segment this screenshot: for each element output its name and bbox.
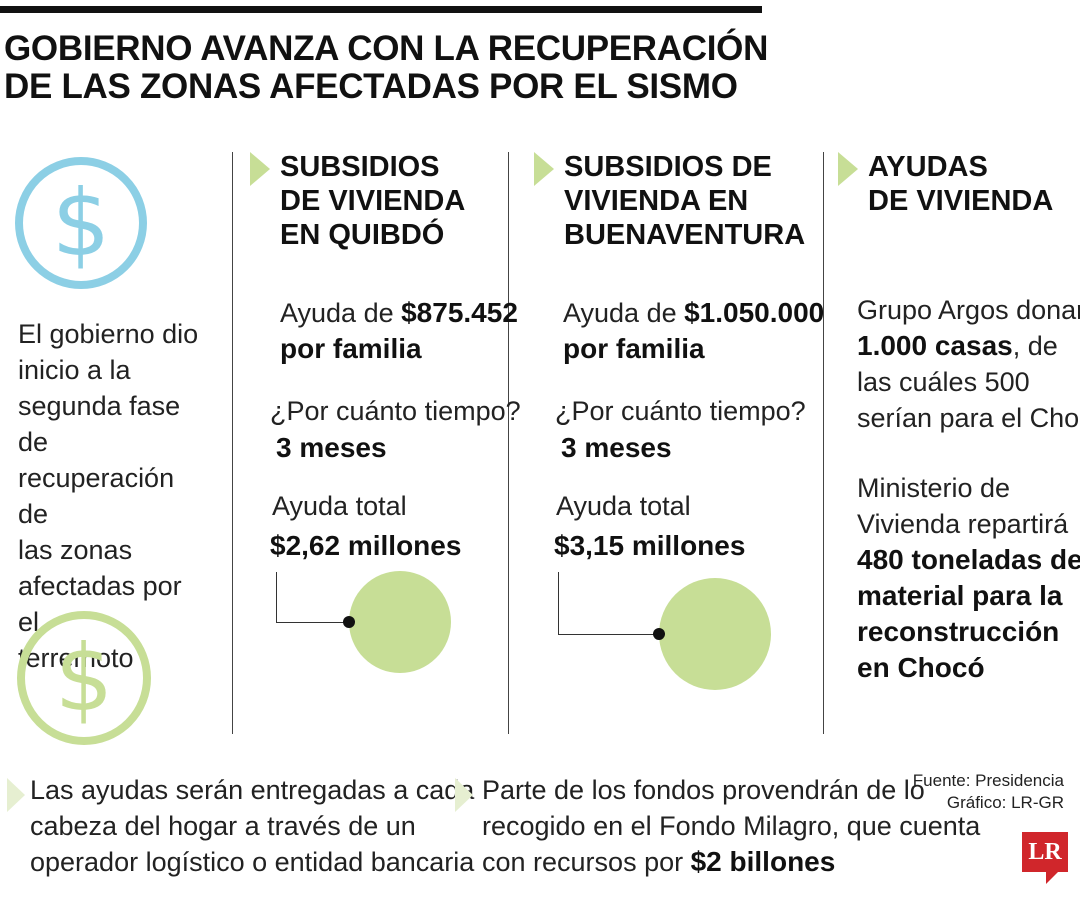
ministerio-bold-line: material para la xyxy=(857,580,1063,611)
intro-line: afectadas por el xyxy=(18,571,182,637)
page-title: GOBIERNO AVANZA CON LA RECUPERACIÓN DE L… xyxy=(4,30,768,106)
section-buenaventura-header: SUBSIDIOS DE VIVIENDA EN BUENAVENTURA xyxy=(534,150,805,252)
aid-amount: $875.452 xyxy=(401,297,518,328)
aid-amount: $1.050.000 xyxy=(684,297,825,328)
source-line: Fuente: Presidencia xyxy=(912,771,1064,790)
dollar-coin-icon: $ xyxy=(17,611,151,745)
quibdo-time-answer: 3 meses xyxy=(276,432,387,463)
leader-dot xyxy=(342,616,355,628)
argos-line: serían para el Chocó xyxy=(857,403,1080,433)
heading-line: DE VIVIENDA xyxy=(868,185,1054,217)
note-line: operador logístico o entidad bancaria xyxy=(30,847,475,877)
column-divider xyxy=(823,152,824,734)
argos-line: 1.000 casas, de xyxy=(857,328,1080,364)
note-line: Las ayudas serán entregadas a cada xyxy=(30,775,475,805)
title-line-1: GOBIERNO AVANZA CON LA RECUPERACIÓN xyxy=(4,29,769,68)
buenaventura-aid-suffix: por familia xyxy=(563,333,705,364)
argos-line: las cuáles 500 xyxy=(857,367,1030,397)
section-ayudas-header: AYUDAS DE VIVIENDA xyxy=(838,150,1053,218)
intro-line: segunda fase de xyxy=(18,391,181,457)
graphic-credit-line: Gráfico: LR-GR xyxy=(946,793,1064,812)
buenaventura-time-answer: 3 meses xyxy=(561,432,672,463)
column-divider xyxy=(508,152,509,734)
argos-houses: 1.000 casas xyxy=(857,330,1013,361)
argos-line: Grupo Argos donará xyxy=(857,295,1080,325)
aid-prefix: Ayuda de xyxy=(563,298,685,328)
note-line: con recursos por $2 billones xyxy=(482,844,980,880)
intro-line: El gobierno dio xyxy=(18,319,199,349)
argos-donation: Grupo Argos donará 1.000 casas, de las c… xyxy=(857,292,1080,436)
quibdo-aid: Ayuda de $875.452 xyxy=(280,295,518,331)
ministerio-bold-line: reconstrucción xyxy=(857,616,1060,647)
lr-logo: LR xyxy=(1022,832,1068,872)
leader-dot xyxy=(653,628,665,640)
triangle-bullet-icon xyxy=(7,778,25,812)
section-quibdo-header: SUBSIDIOS DE VIVIENDA EN QUIBDÓ xyxy=(250,150,465,252)
intro-line: las zonas xyxy=(18,535,133,565)
heading-line: EN QUIBDÓ xyxy=(280,219,445,251)
funds-prefix: con recursos por xyxy=(482,847,691,877)
ministerio-note: Ministerio de Vivienda repartirá 480 ton… xyxy=(857,470,1080,686)
note-line: Parte de los fondos provendrán de lo xyxy=(482,775,925,805)
leader-line xyxy=(276,572,350,623)
quibdo-total-value: $2,62 millones xyxy=(270,530,462,561)
quibdo-total-label: Ayuda total xyxy=(272,491,407,521)
dollar-glyph: $ xyxy=(54,624,114,732)
ministerio-bold-line: 480 toneladas de xyxy=(857,544,1080,575)
dollar-coin-icon: $ xyxy=(15,157,147,289)
quibdo-aid-suffix: por familia xyxy=(280,333,422,364)
quibdo-time-question: ¿Por cuánto tiempo? xyxy=(270,396,521,426)
intro-line: inicio a la xyxy=(18,355,131,385)
ministerio-bold-line: en Chocó xyxy=(857,652,985,683)
value-bubble xyxy=(659,578,771,690)
section-heading: SUBSIDIOS DE VIVIENDA EN QUIBDÓ xyxy=(250,150,465,252)
heading-line: SUBSIDIOS xyxy=(280,151,440,183)
heading-line: SUBSIDIOS DE xyxy=(564,151,772,183)
note-line: cabeza del hogar a través de un xyxy=(30,811,416,841)
dollar-glyph: $ xyxy=(51,169,111,277)
column-divider xyxy=(232,152,233,734)
top-rule xyxy=(0,6,762,13)
buenaventura-time-question: ¿Por cuánto tiempo? xyxy=(555,396,806,426)
heading-line: VIVIENDA EN xyxy=(564,185,749,217)
source-credits: Fuente: Presidencia Gráfico: LR-GR xyxy=(913,770,1064,814)
buenaventura-total-value: $3,15 millones xyxy=(554,530,746,561)
section-heading: AYUDAS DE VIVIENDA xyxy=(838,150,1053,218)
intro-line: recuperación de xyxy=(18,463,175,529)
note-line: recogido en el Fondo Milagro, que cuenta xyxy=(482,811,981,841)
ministerio-line: Ministerio de xyxy=(857,473,1011,503)
buenaventura-aid: Ayuda de $1.050.000 xyxy=(563,295,824,331)
funds-amount: $2 billones xyxy=(690,846,836,877)
heading-line: BUENAVENTURA xyxy=(564,219,806,251)
triangle-bullet-icon xyxy=(250,152,270,186)
title-line-2: DE LAS ZONAS AFECTADAS POR EL SISMO xyxy=(4,67,738,106)
aid-prefix: Ayuda de xyxy=(280,298,402,328)
funds-note: Parte de los fondos provendrán de lo rec… xyxy=(482,772,980,880)
ministerio-line: Vivienda repartirá xyxy=(857,509,1069,539)
lr-logo-tail xyxy=(1046,872,1058,884)
buenaventura-total-label: Ayuda total xyxy=(556,491,691,521)
delivery-note: Las ayudas serán entregadas a cada cabez… xyxy=(30,772,474,880)
value-bubble xyxy=(348,570,452,674)
heading-line: DE VIVIENDA xyxy=(280,185,466,217)
argos-rest: , de xyxy=(1012,331,1058,361)
heading-line: AYUDAS xyxy=(868,151,988,183)
triangle-bullet-icon xyxy=(534,152,554,186)
section-heading: SUBSIDIOS DE VIVIENDA EN BUENAVENTURA xyxy=(534,150,805,252)
leader-line xyxy=(558,572,660,635)
triangle-bullet-icon xyxy=(455,778,473,812)
lr-logo-text: LR xyxy=(1028,838,1062,865)
triangle-bullet-icon xyxy=(838,152,858,186)
